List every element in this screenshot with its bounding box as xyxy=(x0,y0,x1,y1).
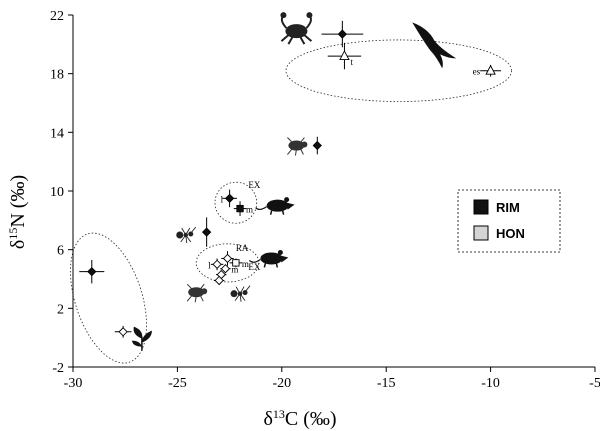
x-tick-label: -10 xyxy=(481,376,500,391)
data-point xyxy=(312,136,322,155)
legend-swatch-rim xyxy=(473,199,489,215)
point-label: t xyxy=(350,57,353,67)
x-tick-label: -15 xyxy=(377,376,396,391)
y-tick-label: -2 xyxy=(52,361,64,376)
series-rim: lm xyxy=(79,20,364,284)
data-point: m xyxy=(229,258,249,269)
legend-label-rim: RIM xyxy=(496,200,520,215)
group-ellipse xyxy=(285,39,512,102)
data-point xyxy=(79,259,105,284)
x-tick-label: -30 xyxy=(64,376,83,391)
annotations: EX EX RA xyxy=(236,180,261,272)
y-tick-label: 10 xyxy=(50,185,64,200)
rat-icon xyxy=(248,249,289,268)
y-tick-label: 22 xyxy=(50,9,64,24)
data-point: t xyxy=(327,42,362,70)
beetle-icon xyxy=(186,283,208,303)
data-point: m xyxy=(220,264,238,275)
x-axis-title: δ13C (‰) xyxy=(263,407,336,430)
data-point xyxy=(201,217,212,247)
rat-icon xyxy=(255,197,295,215)
data-point: l xyxy=(208,258,224,270)
y-axis-title: δ15N (‰) xyxy=(6,175,29,249)
x-tick-label: -25 xyxy=(168,376,187,391)
point-label: m xyxy=(242,259,249,269)
group-ellipse xyxy=(195,243,260,283)
legend-label-hon: HON xyxy=(496,226,525,241)
crab-icon xyxy=(280,12,313,45)
plant-icon xyxy=(131,326,152,351)
y-tick-label: 18 xyxy=(50,68,64,83)
point-label: l xyxy=(221,194,224,204)
y-tick-label: 2 xyxy=(57,302,64,317)
point-label: m xyxy=(246,205,253,215)
group-ellipse xyxy=(70,232,147,364)
ant-icon xyxy=(230,285,251,302)
seabird-icon xyxy=(412,22,457,69)
axes-group: -30 -25 -20 -15 -10 -5 -2 2 6 10 14 18 22 xyxy=(50,9,600,391)
group-ellipse xyxy=(214,181,258,224)
data-point: m xyxy=(233,201,253,216)
y-tick-label: 14 xyxy=(50,126,64,141)
data-point xyxy=(213,275,225,286)
x-axis-ticks: -30 -25 -20 -15 -10 -5 xyxy=(64,367,600,391)
x-tick-label: -5 xyxy=(589,376,600,391)
data-point xyxy=(221,251,234,266)
legend-swatch-hon xyxy=(473,225,489,241)
y-axis-ticks: -2 2 6 10 14 18 22 xyxy=(50,9,73,376)
point-label: es xyxy=(473,67,481,77)
point-label: l xyxy=(208,260,211,270)
annotation-label: RA xyxy=(236,243,249,253)
group-ellipses xyxy=(70,39,512,364)
data-point xyxy=(321,20,364,48)
organism-silhouettes xyxy=(131,12,457,351)
annotation-label: EX xyxy=(248,180,260,190)
data-point: es xyxy=(473,64,502,77)
x-tick-label: -20 xyxy=(272,376,291,391)
data-point xyxy=(114,325,132,338)
point-label: m xyxy=(231,265,238,275)
legend: RIM HON xyxy=(457,189,561,253)
y-tick-label: 6 xyxy=(57,244,64,259)
beetle-icon xyxy=(287,137,308,156)
data-point: l xyxy=(221,189,237,208)
ant-icon xyxy=(176,226,197,244)
annotation-label: EX xyxy=(248,262,260,272)
